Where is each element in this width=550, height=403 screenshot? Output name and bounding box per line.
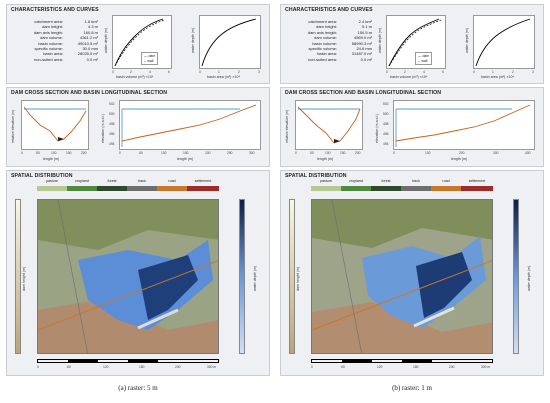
water-depth-colorbar [513, 199, 519, 354]
area-curve-plot [473, 15, 535, 69]
section-title: SPATIAL DISTRIBUTION [11, 173, 73, 179]
dam-height-colorbar [289, 199, 295, 354]
caption-a: (a) raster: 5 m [118, 384, 158, 392]
depth-axis-label: water depth (m) [104, 27, 108, 53]
scale-bar [37, 359, 219, 363]
scale-bar [311, 359, 493, 363]
section-title: SPATIAL DISTRIBUTION [285, 173, 347, 179]
stats-table: catchment area: 2.4 km² dam height: 5.1 m … [307, 19, 372, 62]
dam-height-colorbar [15, 199, 21, 354]
spatial-map [311, 199, 493, 354]
area-curve-plot [199, 15, 261, 69]
section-title: CHARACTERISTICS AND CURVES [11, 7, 99, 13]
volume-axis-label: basin volume (m³) ×10⁴ [116, 75, 154, 79]
water-depth-colorbar [239, 199, 245, 354]
cross-section-panel: DAM CROSS SECTION AND BASIN LONGITUDINAL… [6, 87, 270, 167]
characteristics-panel: CHARACTERISTICS AND CURVES catchment are… [280, 4, 544, 84]
section-title: CHARACTERISTICS AND CURVES [285, 7, 373, 13]
dam-cross-section-plot [21, 100, 89, 150]
section-title: DAM CROSS SECTION AND BASIN LONGITUDINAL… [285, 90, 442, 96]
cross-section-panel: DAM CROSS SECTION AND BASIN LONGITUDINAL… [280, 87, 544, 167]
spatial-map [37, 199, 219, 354]
section-title: DAM CROSS SECTION AND BASIN LONGITUDINAL… [11, 90, 168, 96]
figure-b: CHARACTERISTICS AND CURVES catchment are… [280, 4, 544, 376]
characteristics-panel: CHARACTERISTICS AND CURVES catchment are… [6, 4, 270, 84]
volume-curve-plot: — dam -- wall [386, 15, 446, 69]
caption-b: (b) raster: 1 m [392, 384, 432, 392]
longitudinal-section-plot [393, 100, 535, 150]
area-axis-label: basin area (m²) ×10⁴ [207, 75, 241, 79]
spatial-panel: SPATIAL DISTRIBUTION pasture cropland fo… [280, 170, 544, 376]
volume-curve-plot: — dam -- wall [112, 15, 172, 69]
longitudinal-section-plot [119, 100, 261, 150]
dam-cross-section-plot [295, 100, 363, 150]
figure-a: CHARACTERISTICS AND CURVES catchment are… [6, 4, 270, 376]
spatial-panel: SPATIAL DISTRIBUTION pasture cropland fo… [6, 170, 270, 376]
stats-table: catchment area: 1.6 km² dam height: 4.3 m … [33, 19, 98, 62]
